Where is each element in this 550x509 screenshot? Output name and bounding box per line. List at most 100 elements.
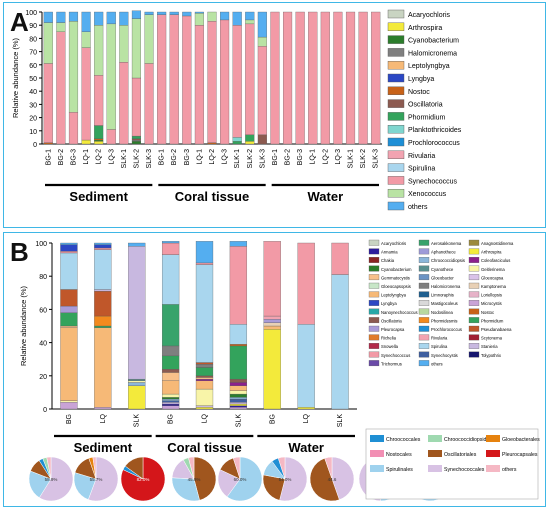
- legend-swatch-b: [418, 265, 430, 272]
- bar-segment-b: [161, 398, 180, 401]
- x-tick-label-b: SLK: [337, 414, 344, 428]
- pie-label: 60.0%: [234, 477, 247, 482]
- legend-swatch-a: [387, 86, 405, 96]
- bar-segment-b: [128, 380, 146, 383]
- bar-segment-b: [128, 246, 146, 380]
- bar-segment-a: [119, 11, 129, 26]
- legend-label-b: Arthrospira: [481, 250, 502, 255]
- legend-swatch-b: [368, 239, 380, 246]
- legend-swatch-a: [387, 9, 405, 19]
- legend-label-b: Prochlorococcus: [431, 327, 462, 332]
- pie-slice: [331, 456, 355, 501]
- y-tick-label-b: 20: [39, 374, 47, 381]
- legend-swatch-b: [368, 265, 380, 272]
- bar-segment-b: [195, 362, 214, 365]
- legend-label-b: Tolypothrix: [481, 353, 502, 358]
- bar-segment-b: [263, 319, 281, 323]
- bar-segment-a: [358, 11, 368, 145]
- y-tick-label-a: 40: [29, 89, 37, 96]
- pie-slice: [124, 456, 144, 480]
- legend-label-b: Lyngbya: [381, 301, 397, 306]
- bar-segment-b: [229, 246, 248, 325]
- bar-segment-b: [195, 378, 214, 381]
- legend-swatch-a: [387, 150, 405, 160]
- legend-swatch-a: [387, 73, 405, 83]
- legend-swatch-b: [368, 274, 380, 281]
- legend-swatch-a: [387, 35, 405, 44]
- legend-label-a: Nostoc: [408, 89, 430, 96]
- chart-a-svg: 0 10 20 30 40 50 60 70 80 90 100 Relative abundance…: [11, 9, 462, 211]
- legend-swatch-b: [418, 274, 430, 281]
- pie-slice: [226, 456, 263, 502]
- y-tick-label-b: 40: [39, 341, 47, 348]
- pie-label: 44.6: [328, 477, 337, 482]
- bar-segment-a: [43, 11, 53, 23]
- legend-swatch-b: [468, 351, 480, 358]
- x-tick-label-a: SLK-3: [373, 149, 380, 169]
- legend-swatch-b: [468, 257, 480, 263]
- bar-segment-b: [195, 375, 214, 378]
- legend-swatch-a: [387, 99, 405, 108]
- x-tick-label-a: LQ-2: [209, 149, 216, 165]
- legend-label-b: Scytonema: [481, 336, 503, 341]
- bar-segment-b: [297, 407, 315, 410]
- legend-label-b: Halomicronema: [431, 284, 461, 289]
- x-tick-label-a: BG-3: [297, 149, 304, 165]
- bar-segment-b: [161, 345, 180, 357]
- bar-segment-b: [195, 377, 214, 380]
- x-tick-label-b: BG: [168, 414, 175, 424]
- legend-label-a: Xenococcus: [408, 191, 447, 198]
- bar-segment-b: [94, 290, 112, 317]
- pie-label: 45.9%: [188, 477, 201, 482]
- x-tick-label-a: BG-1: [159, 149, 166, 165]
- bar-segment-b: [229, 324, 248, 345]
- bar-segment-b: [195, 388, 214, 406]
- bar-segment-b: [161, 397, 180, 400]
- pie-slice: [262, 474, 286, 501]
- legend-label-b: Kamptonema: [481, 284, 507, 289]
- bar-segment-b: [128, 382, 146, 386]
- bar-segment-b: [60, 325, 78, 328]
- legend-label-a: Spirulina: [408, 166, 435, 173]
- y-tick-label-a: 100: [25, 10, 37, 17]
- pie-legend-swatch: [486, 450, 500, 457]
- pie-slice: [46, 456, 52, 480]
- legend-label-a: Acaryochloris: [408, 12, 451, 19]
- legend-label-a: others: [408, 204, 428, 211]
- group-label-a: Water: [308, 189, 344, 204]
- legend-label-a: Rivularia: [408, 153, 435, 160]
- legend-swatch-b: [368, 282, 380, 289]
- bar-segment-b: [229, 405, 248, 408]
- legend-label-a: Leptolyngbya: [408, 63, 450, 70]
- y-tick-label-b: 80: [39, 274, 47, 281]
- x-tick-label-a: SLK-3: [146, 149, 153, 169]
- bar-segment-b: [229, 241, 248, 247]
- pie-legend-label: Chroococcidiopsidales: [444, 437, 496, 443]
- legend-label-a: Lyngbya: [408, 76, 434, 83]
- bar-segment-a: [169, 11, 179, 15]
- x-tick-label-a: LQ-2: [322, 149, 329, 165]
- legend-swatch-a: [387, 176, 405, 185]
- bar-segment-a: [220, 11, 230, 21]
- legend-label-b: Chakia: [381, 258, 395, 263]
- legend-swatch-a: [387, 22, 405, 31]
- legend-swatch-a: [387, 201, 405, 211]
- pie-legend-swatch: [486, 435, 500, 442]
- pie-legend-label: Gloeobacterales: [502, 437, 540, 443]
- bar-segment-b: [128, 242, 146, 247]
- x-tick-label-b: LQ: [202, 413, 209, 423]
- pie-legend-label: others: [502, 467, 517, 473]
- legend-swatch-b: [468, 317, 480, 324]
- legend-swatch-b: [418, 282, 430, 289]
- bar-segment-a: [94, 11, 104, 26]
- legend-label-a: Planktothricoides: [408, 127, 462, 134]
- legend-swatch-b: [418, 325, 430, 332]
- legend-swatch-a: [387, 112, 405, 121]
- bar-segment-b: [60, 251, 78, 254]
- y-tick-label-b: 0: [43, 407, 47, 414]
- panel-b-letter: B: [10, 237, 29, 267]
- pie-slice: [188, 456, 195, 480]
- legend-label-a: Synechococcus: [408, 178, 458, 185]
- legend-swatch-b: [418, 248, 430, 255]
